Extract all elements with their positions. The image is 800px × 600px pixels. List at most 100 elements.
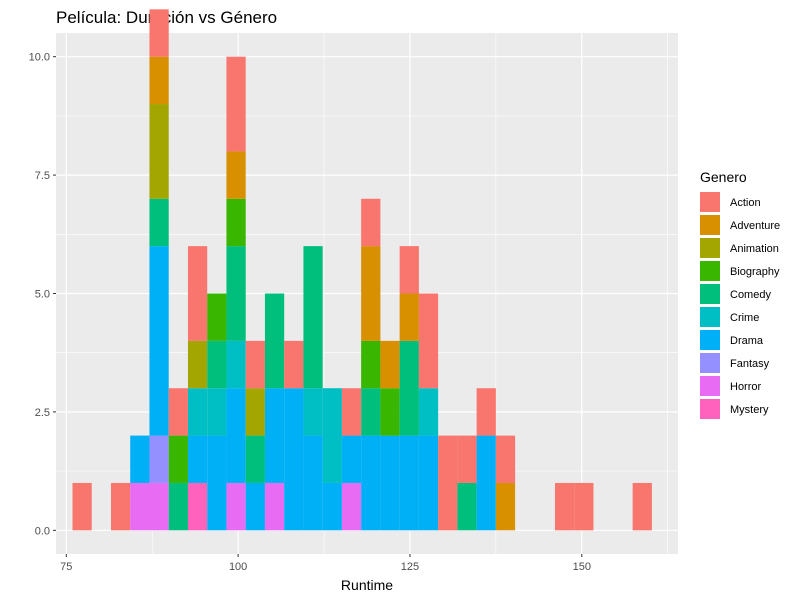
bar-action xyxy=(554,482,575,531)
bar-action xyxy=(495,435,516,483)
legend-swatch-animation xyxy=(700,238,720,258)
bar-action xyxy=(574,482,594,531)
x-tick-label: 75 xyxy=(60,561,72,573)
bar-comedy xyxy=(457,482,477,531)
bar-comedy xyxy=(399,340,419,436)
bar-action xyxy=(438,435,458,531)
legend-label-fantasy: Fantasy xyxy=(730,358,770,370)
bar-comedy xyxy=(207,340,227,389)
y-tick-label: 7.5 xyxy=(35,170,50,182)
bar-adventure xyxy=(149,56,169,105)
bar-horror xyxy=(341,482,362,531)
bar-action xyxy=(284,340,304,389)
bar-drama xyxy=(149,246,169,436)
bar-drama xyxy=(418,435,439,531)
bar-drama xyxy=(207,435,227,531)
bar-comedy xyxy=(245,435,265,483)
bar-fantasy xyxy=(149,435,169,483)
bar-comedy xyxy=(168,482,188,531)
bar-crime xyxy=(207,388,227,436)
bar-drama xyxy=(361,435,381,531)
bar-animation xyxy=(149,104,169,199)
bar-comedy xyxy=(264,293,285,389)
bar-drama xyxy=(226,388,246,483)
bar-comedy xyxy=(149,198,169,247)
y-tick-label: 10.0 xyxy=(29,52,50,64)
bar-drama xyxy=(399,435,419,531)
bar-biography xyxy=(380,388,400,436)
legend-swatch-biography xyxy=(700,261,720,281)
legend-label-biography: Biography xyxy=(730,266,780,278)
bar-drama xyxy=(264,388,285,483)
bar-animation xyxy=(187,340,208,389)
legend-swatch-adventure xyxy=(700,215,720,235)
legend: Genero Action Adventure Animation Biography… xyxy=(700,169,780,419)
bar-action xyxy=(110,482,131,531)
y-tick-label: 5.0 xyxy=(35,289,50,301)
bar-comedy xyxy=(226,246,246,341)
x-tick-label: 125 xyxy=(401,561,419,573)
bar-crime xyxy=(187,388,208,436)
bar-action xyxy=(226,56,246,152)
bar-drama xyxy=(187,435,208,483)
bar-biography xyxy=(226,198,246,247)
bar-drama xyxy=(380,435,400,531)
bar-drama xyxy=(284,388,304,531)
bar-horror xyxy=(226,482,246,531)
x-tick-label: 100 xyxy=(229,561,247,573)
bar-adventure xyxy=(380,340,400,389)
bar-horror xyxy=(149,482,169,531)
bar-crime xyxy=(226,340,246,389)
bar-action xyxy=(632,482,652,531)
bar-crime xyxy=(303,388,323,436)
bar-action xyxy=(245,340,265,389)
bar-drama xyxy=(245,482,265,531)
bar-biography xyxy=(207,293,227,341)
legend-label-animation: Animation xyxy=(730,243,779,255)
bar-action xyxy=(341,388,362,436)
bar-animation xyxy=(245,388,265,436)
bar-action xyxy=(149,9,169,57)
legend-label-adventure: Adventure xyxy=(730,220,780,232)
legend-swatch-action xyxy=(700,192,720,212)
bar-drama xyxy=(476,435,496,531)
bar-adventure xyxy=(399,293,419,341)
bar-action xyxy=(476,388,496,436)
bar-action xyxy=(187,246,208,341)
legend-label-horror: Horror xyxy=(730,381,762,393)
legend-swatch-fantasy xyxy=(700,353,720,373)
y-tick-label: 2.5 xyxy=(35,407,50,419)
bar-action xyxy=(361,198,381,247)
legend-label-action: Action xyxy=(730,197,761,209)
x-tick-label: 150 xyxy=(573,561,591,573)
bar-action xyxy=(457,435,477,483)
bar-adventure xyxy=(495,482,516,531)
x-axis: 75 100 125 150 xyxy=(60,554,591,573)
legend-swatch-drama xyxy=(700,330,720,350)
bar-drama xyxy=(322,482,342,531)
bar-horror xyxy=(264,482,285,531)
legend-label-drama: Drama xyxy=(730,335,764,347)
legend-swatch-mystery xyxy=(700,399,720,419)
y-axis: 0.0 2.5 5.0 7.5 10.0 xyxy=(29,52,56,537)
bar-drama xyxy=(341,435,362,483)
bar-adventure xyxy=(226,151,246,199)
bar-comedy xyxy=(361,388,381,436)
bar-action xyxy=(72,482,92,531)
bar-comedy xyxy=(303,246,323,389)
bar-mystery xyxy=(187,482,208,531)
legend-label-comedy: Comedy xyxy=(730,289,771,301)
y-tick-label: 0.0 xyxy=(35,525,50,537)
bar-adventure xyxy=(361,246,381,341)
bar-action xyxy=(168,388,188,436)
bar-biography xyxy=(168,435,188,483)
bars xyxy=(72,9,652,531)
bar-action xyxy=(418,293,439,389)
bar-crime xyxy=(418,388,439,436)
bar-crime xyxy=(322,388,342,483)
bar-drama xyxy=(130,435,150,483)
bar-drama xyxy=(303,435,323,531)
legend-label-mystery: Mystery xyxy=(730,404,769,416)
bar-biography xyxy=(361,340,381,389)
